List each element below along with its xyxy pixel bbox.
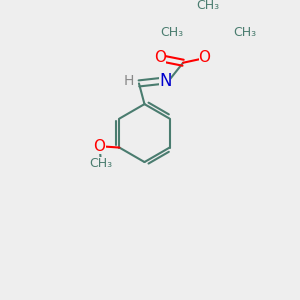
Text: CH₃: CH₃ [160, 26, 183, 39]
Text: H: H [123, 74, 134, 88]
Text: N: N [159, 72, 171, 90]
Text: O: O [199, 50, 211, 65]
Text: CH₃: CH₃ [233, 26, 256, 39]
Text: O: O [154, 50, 166, 65]
Text: O: O [94, 139, 106, 154]
Text: CH₃: CH₃ [196, 0, 220, 12]
Text: CH₃: CH₃ [89, 157, 112, 170]
